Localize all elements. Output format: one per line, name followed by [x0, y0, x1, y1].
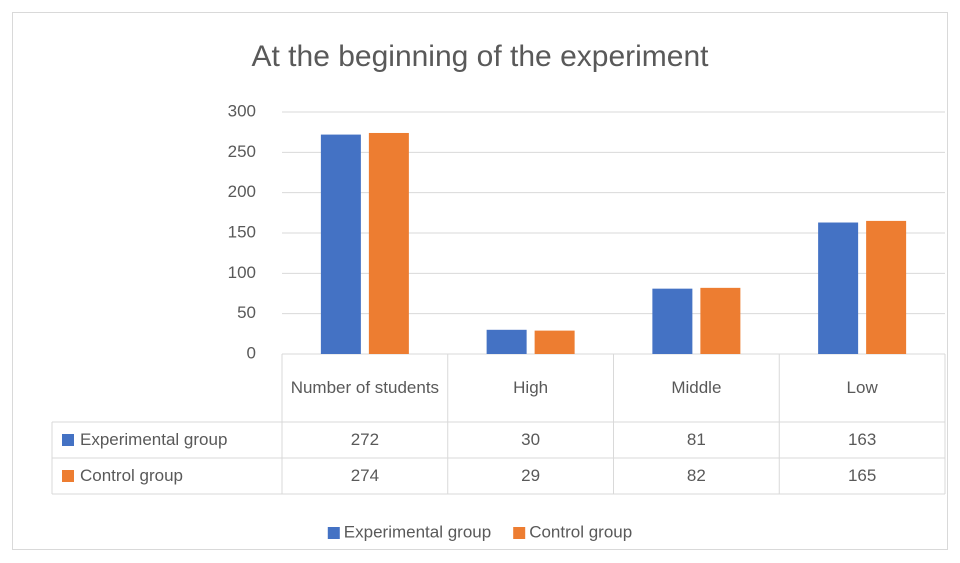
bar — [320, 134, 361, 354]
table-value: 81 — [686, 430, 706, 449]
bar — [534, 330, 575, 354]
legend-label: Control group — [529, 522, 632, 541]
table-legend-key — [62, 470, 74, 482]
y-tick-label: 250 — [228, 142, 256, 161]
y-tick-label: 50 — [237, 303, 256, 322]
table-value: 274 — [350, 466, 380, 485]
category-label: Low — [846, 378, 878, 397]
category-label: Middle — [671, 378, 722, 397]
table-value: 163 — [847, 430, 877, 449]
bar — [368, 132, 409, 354]
table-value: 29 — [521, 466, 541, 485]
table-series-name: Control group — [80, 466, 184, 485]
y-tick-label: 0 — [247, 343, 256, 362]
legend-key — [513, 527, 526, 539]
bar — [652, 288, 693, 354]
chart-border — [12, 12, 948, 550]
legend-key — [327, 527, 340, 539]
table-value: 30 — [521, 430, 541, 449]
category-label: Number of students — [290, 378, 440, 397]
y-tick-label: 150 — [228, 222, 256, 241]
bar — [700, 287, 741, 354]
table-series-name: Experimental group — [80, 430, 228, 449]
chart-title: At the beginning of the experiment — [252, 40, 710, 73]
table-value: 82 — [686, 466, 706, 485]
table-legend-key — [62, 434, 74, 446]
table-value: 272 — [350, 430, 380, 449]
bar — [866, 220, 907, 354]
y-tick-label: 100 — [228, 263, 256, 282]
category-label: High — [513, 378, 549, 397]
legend-label: Experimental group — [344, 522, 491, 541]
y-tick-label: 300 — [228, 101, 256, 120]
bar — [818, 222, 859, 354]
bar — [486, 329, 527, 354]
y-tick-label: 200 — [228, 182, 256, 201]
table-value: 165 — [847, 466, 877, 485]
